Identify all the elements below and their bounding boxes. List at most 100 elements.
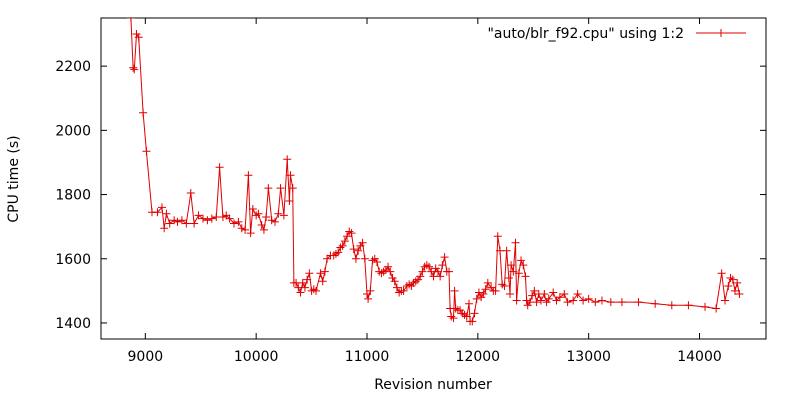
data-point: [257, 221, 266, 230]
data-point: [532, 298, 541, 307]
data-point: [305, 269, 314, 278]
data-point: [584, 294, 593, 303]
data-point: [262, 213, 271, 222]
data-point: [186, 188, 195, 197]
data-point: [194, 211, 203, 220]
data-point: [274, 209, 283, 218]
data-point: [162, 209, 171, 218]
data-point: [288, 184, 297, 193]
series-0: [126, 18, 744, 326]
data-point: [343, 232, 352, 241]
data-point: [177, 216, 186, 225]
data-point: [540, 290, 549, 299]
data-point: [358, 238, 367, 247]
data-point: [384, 262, 393, 271]
data-point: [481, 285, 490, 294]
plot-frame: [100, 17, 767, 340]
data-point: [334, 248, 343, 257]
data-point: [130, 65, 139, 74]
data-point: [372, 257, 381, 266]
data-point: [360, 254, 369, 263]
x-axis-label: Revision number: [374, 377, 492, 393]
y-tick-label: 1800: [55, 188, 91, 204]
legend: "auto/blr_f92.cpu" using 1:2: [487, 26, 746, 42]
data-point: [254, 209, 263, 218]
data-point: [390, 277, 399, 286]
data-point: [276, 184, 285, 193]
data-point: [312, 286, 321, 295]
data-point: [530, 286, 539, 295]
data-point: [160, 224, 169, 233]
data-point: [173, 217, 182, 226]
x-tick-label: 14000: [677, 349, 722, 365]
data-point: [519, 261, 528, 270]
data-point: [440, 253, 449, 262]
data-point: [728, 275, 737, 284]
data-point: [472, 294, 481, 303]
data-point: [552, 296, 561, 305]
data-point: [449, 314, 458, 323]
data-point: [190, 219, 199, 228]
data-point: [300, 283, 309, 292]
data-point: [522, 296, 531, 305]
data-point: [318, 277, 327, 286]
data-point: [264, 184, 273, 193]
data-point: [730, 286, 739, 295]
data-point: [464, 299, 473, 308]
data-point: [720, 296, 729, 305]
data-point: [340, 237, 349, 246]
data-point: [436, 272, 445, 281]
data-point: [286, 171, 295, 180]
data-point: [259, 225, 268, 234]
data-point: [512, 296, 521, 305]
data-point: [283, 155, 292, 164]
data-point: [462, 312, 471, 321]
data-point: [733, 278, 742, 287]
data-point: [126, 18, 135, 22]
data-point: [296, 288, 305, 297]
data-point: [560, 290, 569, 299]
data-point: [549, 288, 558, 297]
data-point: [271, 217, 280, 226]
data-point: [182, 219, 191, 228]
data-point: [354, 246, 363, 255]
data-point: [735, 290, 744, 299]
data-point: [667, 301, 676, 310]
data-point: [316, 269, 325, 278]
data-point: [218, 213, 227, 222]
data-point: [165, 219, 174, 228]
data-point: [349, 245, 358, 254]
data-point: [338, 241, 347, 250]
data-point: [139, 108, 148, 117]
data-point: [563, 298, 572, 307]
x-axis-ticks: 9000 10000 11000 12000 13000 14000: [128, 18, 722, 365]
data-point: [241, 225, 250, 234]
series-layer: [126, 18, 744, 326]
x-tick-label: 11000: [345, 349, 390, 365]
data-point: [230, 219, 238, 228]
data-point: [544, 294, 553, 303]
data-point: [298, 278, 307, 287]
data-point: [502, 246, 511, 255]
y-tick-label: 2200: [55, 59, 91, 75]
data-point: [215, 163, 224, 172]
data-point: [684, 301, 693, 310]
data-point: [491, 286, 500, 295]
data-point: [634, 298, 643, 307]
data-point: [386, 267, 395, 276]
y-axis-label: CPU time (s): [6, 135, 22, 222]
x-tick-label: 9000: [128, 349, 164, 365]
data-point: [493, 232, 502, 241]
data-point: [153, 208, 162, 217]
y-axis-ticks: 1400 1600 1800 2000 2200: [55, 59, 766, 332]
legend-label: "auto/blr_f92.cpu" using 1:2: [487, 26, 684, 42]
x-tick-label: 12000: [456, 349, 501, 365]
data-point: [712, 304, 721, 313]
data-point: [425, 262, 434, 271]
data-point: [617, 298, 626, 307]
data-point: [651, 299, 660, 308]
data-point: [129, 63, 138, 72]
data-point: [203, 216, 212, 225]
y-tick-label: 1400: [55, 316, 91, 332]
data-point: [225, 214, 234, 223]
